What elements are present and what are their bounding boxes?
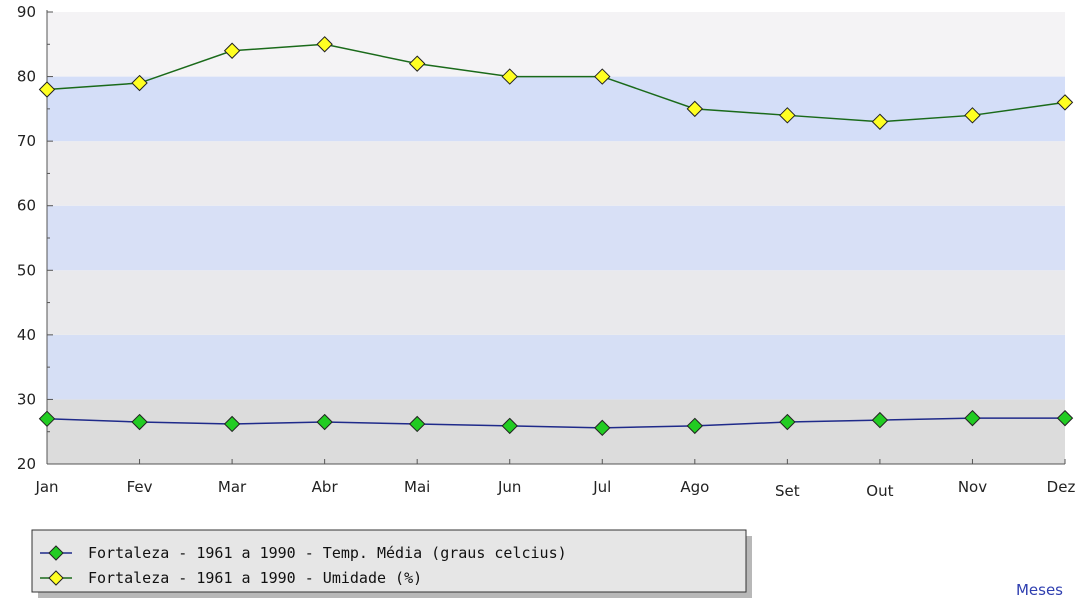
data-point: [779, 107, 796, 124]
x-tick-labels: Jan Fev Mar Abr Mai Jun Jul Ago Set Out Nov Dez: [34, 478, 1075, 500]
band-0: [47, 399, 1065, 464]
data-point: [871, 113, 889, 130]
data-point: [316, 36, 333, 53]
x-tick-label: Nov: [958, 478, 987, 496]
series-line-0: [46, 417, 1065, 429]
x-axis-label: Meses: [1016, 581, 1063, 599]
y-tick-label: 90: [17, 3, 36, 21]
x-tick-label: Out: [866, 482, 893, 500]
data-point: [686, 100, 704, 118]
data-point: [501, 417, 518, 435]
y-tick-label: 30: [17, 390, 36, 408]
legend: Fortaleza - 1961 a 1990 - Temp. Média (g…: [31, 529, 752, 598]
band-1: [47, 334, 1065, 400]
legend-label-0: Fortaleza - 1961 a 1990 - Temp. Média (g…: [88, 544, 567, 562]
y-tick-label: 50: [17, 261, 36, 279]
background-bands: [47, 12, 1065, 464]
data-point: [38, 410, 56, 428]
legend-box: [31, 529, 747, 593]
data-point: [594, 419, 611, 437]
data-point: [38, 81, 56, 98]
y-tick-label: 20: [17, 455, 36, 473]
data-point: [223, 415, 241, 433]
band-6: [47, 12, 1065, 77]
x-tick-label: Dez: [1047, 478, 1076, 496]
x-tick-label: Mai: [404, 478, 430, 496]
series-markers: [38, 36, 1074, 437]
x-tick-label: Ago: [680, 478, 709, 496]
data-point: [871, 411, 889, 429]
data-point: [964, 409, 981, 427]
x-tick-label: Abr: [312, 478, 339, 496]
data-point: [408, 55, 426, 72]
data-point: [779, 413, 796, 431]
legend-items: Fortaleza - 1961 a 1990 - Temp. Média (g…: [40, 544, 567, 587]
y-tick-label: 40: [17, 326, 36, 344]
x-tick-label: Jul: [592, 478, 611, 496]
x-tick-label: Set: [775, 482, 800, 500]
series-line-1: [46, 43, 1066, 123]
x-tick-label: Fev: [127, 478, 153, 496]
data-point: [1056, 409, 1074, 427]
x-tick-label: Jan: [34, 478, 58, 496]
data-point: [964, 107, 981, 124]
legend-marker-1: [48, 570, 64, 586]
band-5: [47, 76, 1065, 142]
y-tick-labels: 20 30 40 50 60 70 80 90: [17, 3, 36, 473]
band-2: [47, 270, 1065, 335]
band-3: [47, 205, 1065, 271]
y-tick-label: 80: [17, 68, 36, 86]
data-point: [131, 74, 148, 92]
data-point: [686, 417, 704, 435]
data-point: [408, 415, 426, 433]
legend-label-1: Fortaleza - 1961 a 1990 - Umidade (%): [88, 569, 422, 587]
x-tick-label: Mar: [218, 478, 247, 496]
data-point: [131, 413, 148, 431]
data-point: [501, 68, 518, 85]
legend-marker-0: [48, 545, 64, 561]
series-lines: [46, 43, 1066, 429]
data-point: [1056, 94, 1074, 111]
y-tick-label: 60: [17, 197, 36, 215]
band-4: [47, 141, 1065, 206]
y-tick-label: 70: [17, 132, 36, 150]
data-point: [594, 68, 611, 85]
x-tick-label: Jun: [497, 478, 521, 496]
data-point: [223, 42, 241, 59]
data-point: [316, 413, 333, 431]
